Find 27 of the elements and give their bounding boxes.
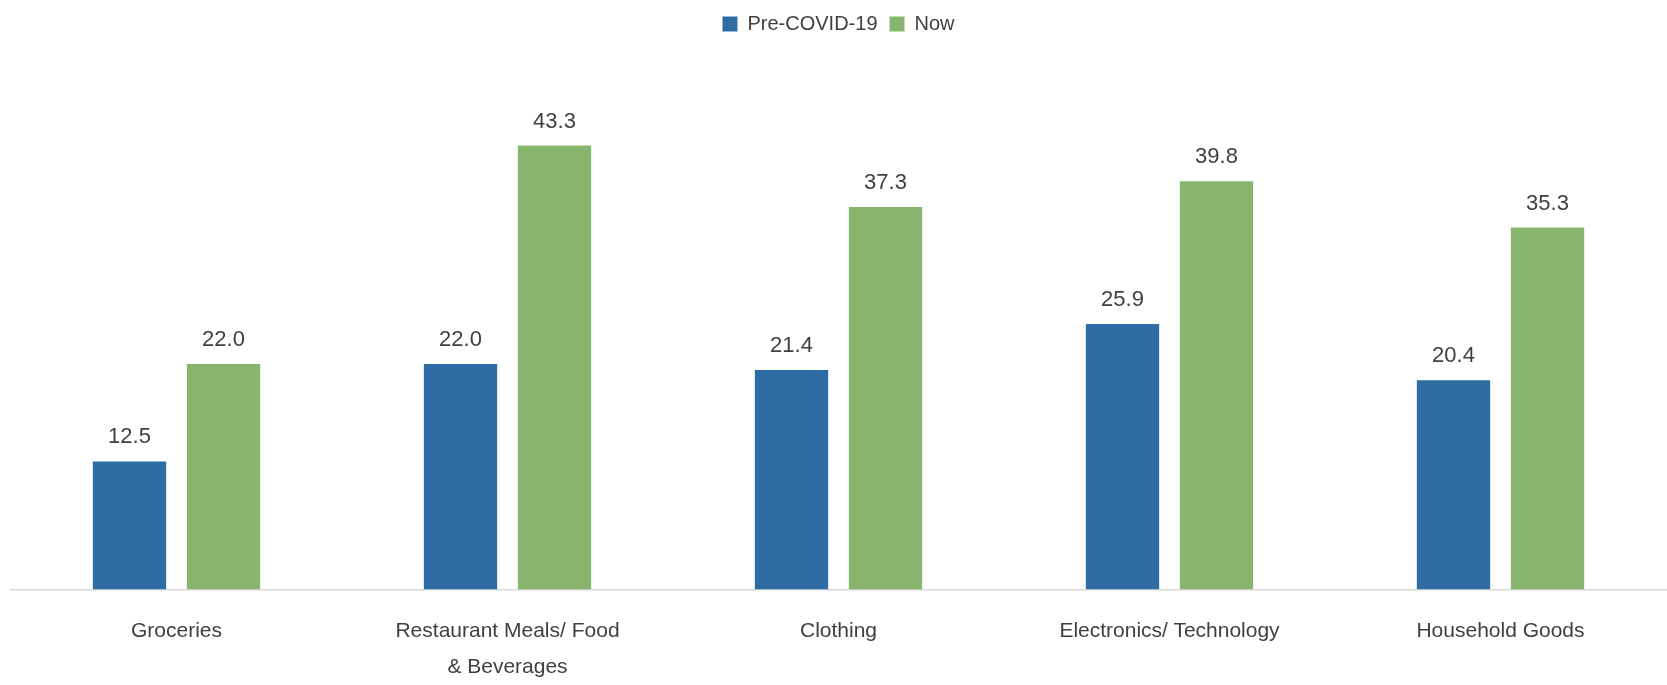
x-tick-label: Restaurant Meals/ Food & Beverages <box>395 618 620 677</box>
data-label: 22.0 <box>439 325 482 351</box>
bar <box>92 461 167 590</box>
legend-label: Now <box>914 11 956 34</box>
bar <box>1179 181 1254 590</box>
bar <box>1510 227 1585 590</box>
x-tick-label: Groceries <box>130 618 223 642</box>
x-tick-label: Household Goods <box>1416 618 1585 642</box>
data-label: 35.3 <box>1526 189 1569 215</box>
data-label: 20.4 <box>1432 342 1475 368</box>
bar <box>423 363 498 590</box>
bar <box>517 145 592 590</box>
data-label: 39.8 <box>1195 143 1238 169</box>
bar <box>1085 323 1160 590</box>
data-label: 25.9 <box>1101 285 1144 311</box>
x-tick-label: Electronics/ Technology <box>1059 618 1281 642</box>
data-label: 21.4 <box>770 332 813 358</box>
legend-label: Pre-COVID-19 <box>747 11 878 34</box>
bar <box>754 370 829 590</box>
bar <box>1416 380 1491 590</box>
bar <box>848 206 923 590</box>
x-tick-label: Clothing <box>799 618 878 642</box>
data-label: 22.0 <box>202 325 245 351</box>
data-label: 37.3 <box>864 169 907 195</box>
data-label: 43.3 <box>533 107 576 133</box>
bar <box>186 363 261 590</box>
data-label: 12.5 <box>108 423 151 449</box>
